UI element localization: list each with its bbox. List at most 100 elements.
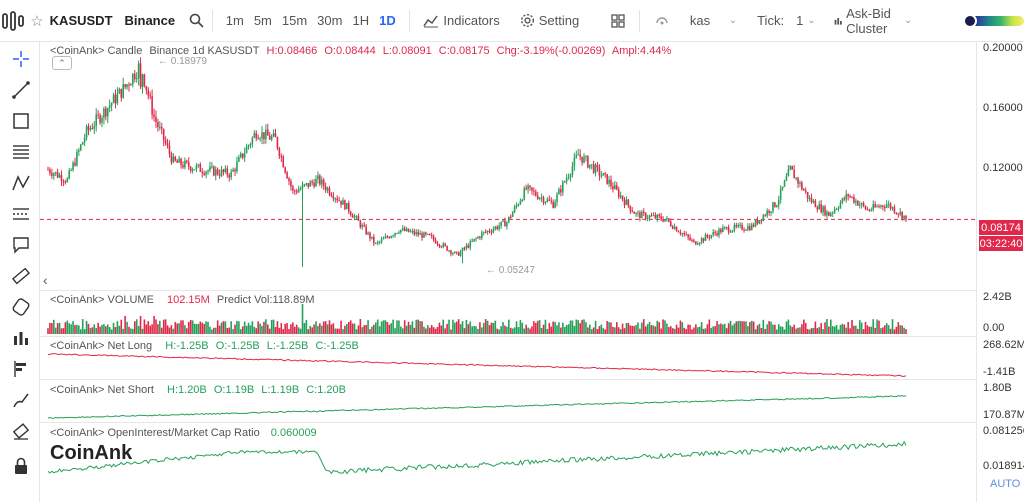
candle-body: [797, 177, 799, 184]
logo-icon[interactable]: [0, 0, 26, 42]
measure-icon[interactable]: [10, 296, 32, 318]
high-annotation-value: 0.18979: [170, 56, 207, 67]
candle-body: [885, 204, 888, 208]
volume-bar: [438, 322, 441, 334]
search-icon[interactable]: [189, 11, 204, 31]
candle-body: [733, 224, 736, 231]
bar-chart-icon[interactable]: [10, 327, 32, 349]
candle-body: [891, 207, 894, 209]
indicators-button[interactable]: Indicators: [417, 13, 505, 28]
candle-body: [394, 233, 396, 236]
coin-select[interactable]: kas ⌄: [686, 13, 741, 28]
crosshair-icon[interactable]: [10, 48, 32, 70]
candle-body: [615, 185, 618, 190]
tick-select[interactable]: Tick: 1 ⌄: [753, 13, 820, 28]
price-axis[interactable]: 0.20000 0.16000 0.12000 0.08174 03:22:40…: [976, 42, 1024, 502]
candle-body: [484, 231, 487, 233]
line-icon[interactable]: [10, 79, 32, 101]
layout-grid-icon[interactable]: [605, 13, 631, 28]
candle-body: [340, 200, 342, 205]
candle-body: [288, 178, 290, 182]
pattern-icon[interactable]: [10, 172, 32, 194]
candle-body: [575, 154, 578, 158]
slider-knob[interactable]: [963, 13, 978, 28]
pane-divider: [40, 336, 976, 337]
volume-bar: [855, 325, 857, 334]
candle-body: [116, 93, 119, 104]
text-note-icon[interactable]: [10, 234, 32, 256]
candle-body: [162, 128, 165, 141]
star-icon[interactable]: ☆: [30, 12, 44, 30]
volume-bar: [378, 326, 381, 334]
volume-bar: [371, 326, 373, 334]
chart-canvas[interactable]: [40, 42, 976, 502]
candle-body: [305, 183, 308, 185]
candle-body: [905, 215, 907, 220]
chart-area[interactable]: <CoinAnk> Candle Binance 1d KASUSDT H:0.…: [40, 42, 976, 502]
candle-body: [56, 172, 59, 178]
volume-bar: [49, 322, 51, 334]
net-short-line: [47, 395, 907, 419]
volume-bar: [232, 329, 234, 334]
volume-bar: [388, 324, 391, 334]
chevron-left-icon[interactable]: ‹: [43, 272, 48, 288]
candle-body: [145, 86, 148, 90]
volume-bar: [270, 319, 273, 334]
volume-bar: [893, 329, 896, 334]
auto-scale-button[interactable]: AUTO: [990, 478, 1021, 490]
candle-body: [326, 188, 329, 191]
volume-bar: [637, 322, 639, 334]
net-long-open: O:-1.25B: [215, 340, 260, 352]
volume-bar: [278, 327, 281, 334]
candle-body: [463, 247, 466, 249]
candle-body: [191, 169, 194, 171]
volume-bar: [619, 329, 622, 334]
candle-body: [141, 74, 144, 87]
candle-body: [567, 177, 570, 179]
volume-bar: [604, 329, 607, 334]
timeframe-15m[interactable]: 15m: [281, 13, 308, 28]
volume-bar: [612, 326, 614, 334]
setting-button[interactable]: Setting: [514, 13, 585, 28]
candle-body: [172, 156, 175, 163]
timeframe-5m[interactable]: 5m: [253, 13, 272, 28]
fib-icon[interactable]: [10, 141, 32, 163]
eraser-icon[interactable]: [10, 420, 32, 442]
volume-bar: [184, 325, 186, 334]
timeframe-1d[interactable]: 1D: [379, 13, 396, 28]
heatmap-select[interactable]: Ask-Bid Cluster ⌄: [830, 6, 917, 36]
volume-bar: [47, 328, 49, 334]
candle-body: [509, 216, 512, 218]
ruler-icon[interactable]: [10, 265, 32, 287]
divider: [408, 9, 410, 32]
refresh-icon[interactable]: [648, 14, 676, 28]
channel-icon[interactable]: [10, 203, 32, 225]
volume-bar: [756, 325, 759, 334]
lock-icon[interactable]: [10, 455, 32, 477]
candle-body: [101, 117, 103, 123]
volume-bar: [876, 319, 878, 334]
volume-bar: [895, 326, 898, 334]
candle-body: [72, 162, 74, 170]
symbol-selector[interactable]: ☆ KASUSDT Binance: [26, 12, 175, 30]
timeframe-30m[interactable]: 30m: [317, 13, 343, 28]
candle-body: [344, 200, 346, 210]
candle-body: [450, 250, 452, 254]
volume-bar: [695, 324, 697, 334]
candle-body: [612, 186, 614, 190]
brush-icon[interactable]: [10, 389, 32, 411]
volume-bar: [241, 326, 244, 334]
heatmap-color-slider[interactable]: [963, 13, 1024, 28]
timeframe-1m[interactable]: 1m: [225, 13, 244, 28]
profile-icon[interactable]: [10, 358, 32, 380]
volume-bar: [903, 327, 905, 334]
volume-bar: [868, 326, 871, 334]
candle-body: [783, 180, 786, 187]
volume-bar: [799, 327, 801, 334]
rect-icon[interactable]: [10, 110, 32, 132]
collapse-pane-button[interactable]: ⌃: [52, 56, 72, 70]
candle-body: [351, 214, 354, 218]
candle-body: [81, 142, 84, 145]
timeframe-1h[interactable]: 1H: [352, 13, 370, 28]
high-annotation: ← 0.18979: [158, 56, 207, 67]
